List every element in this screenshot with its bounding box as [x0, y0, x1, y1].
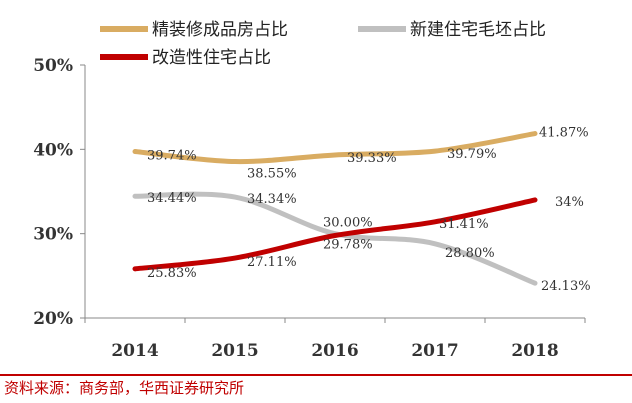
- data-label: 38.55%: [247, 167, 297, 182]
- legend-label: 改造性住宅占比: [152, 48, 271, 68]
- data-label: 34.44%: [147, 191, 197, 206]
- x-tick-label: 2016: [311, 341, 358, 361]
- x-tick-label: 2014: [111, 341, 158, 361]
- data-label: 29.78%: [323, 238, 373, 253]
- data-label: 34.34%: [247, 192, 297, 207]
- source-divider: [0, 374, 632, 376]
- data-label: 31.41%: [439, 217, 489, 232]
- legend-label: 精装修成品房占比: [152, 20, 288, 40]
- data-label: 25.83%: [147, 266, 197, 281]
- data-label: 39.33%: [347, 151, 397, 166]
- y-tick-label: 20%: [33, 309, 73, 329]
- series-line-2: [132, 197, 538, 272]
- data-label: 39.79%: [447, 147, 497, 162]
- axes: 20% 30% 40% 50% 2014 2015 2016 2017 2018: [33, 56, 586, 361]
- data-label: 39.74%: [147, 149, 197, 164]
- source-note: 资料来源：商务部，华西证券研究所: [4, 379, 245, 397]
- legend-label: 新建住宅毛坯占比: [410, 20, 546, 40]
- y-tick-label: 30%: [33, 225, 73, 245]
- data-label: 34%: [555, 195, 584, 210]
- series-lines: [132, 131, 538, 286]
- data-labels: 39.74% 38.55% 39.33% 39.79% 41.87% 34.44% 34.3…: [147, 126, 591, 295]
- data-label: 27.11%: [247, 255, 297, 270]
- data-label: 30.00%: [323, 216, 373, 231]
- x-tick-label: 2018: [511, 341, 558, 361]
- data-label: 24.13%: [541, 279, 591, 294]
- y-tick-label: 40%: [33, 140, 73, 160]
- x-tick-label: 2017: [411, 341, 458, 361]
- x-tick-label: 2015: [211, 341, 258, 361]
- y-tick-label: 50%: [33, 56, 73, 76]
- data-label: 41.87%: [539, 126, 589, 141]
- series-line-0: [132, 131, 538, 165]
- data-label: 28.80%: [445, 246, 495, 261]
